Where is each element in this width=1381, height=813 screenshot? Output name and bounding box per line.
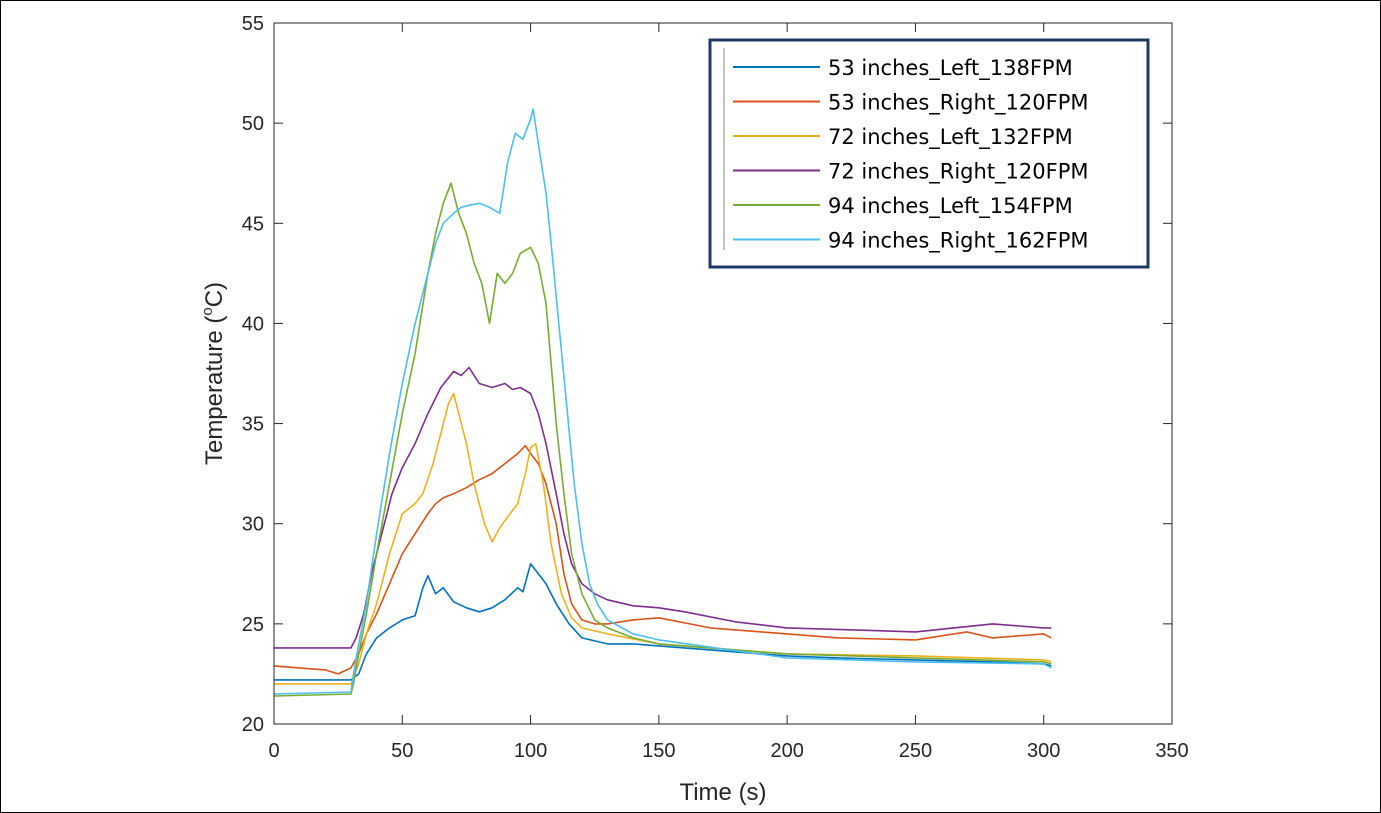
legend-label-1: 53 inches_Left_138FPM: [828, 56, 1073, 81]
y-tick-label: 35: [242, 414, 264, 436]
axes-box: [273, 22, 1173, 725]
axes: [273, 22, 1173, 725]
series-line-4: [274, 366, 1052, 649]
series-line-2: [273, 444, 1052, 675]
y-axis-label: Temperature (oC): [199, 282, 228, 465]
legend-label-6: 94 inches_Right_162FPM: [828, 229, 1089, 254]
y-axis-label-prefix: Temperature (: [201, 316, 228, 465]
series-lines: [273, 108, 1052, 697]
legend-box: [708, 38, 1150, 269]
x-tick-label: 250: [899, 740, 932, 762]
series-line-3: [274, 392, 1052, 685]
legend-label-5: 94 inches_Left_154FPM: [828, 194, 1073, 219]
x-tick-label: 150: [642, 740, 675, 762]
series-line-1: [274, 562, 1052, 681]
y-tick-label: 40: [242, 313, 264, 335]
y-axis-label-superscript: o: [199, 307, 216, 315]
x-axis-label: Time (s): [679, 779, 766, 806]
y-tick-label: 25: [242, 614, 264, 636]
tick-labels: 0 50 100 150 200 250 300 350 20 25 30 35 40 45 50 55: [242, 13, 1189, 762]
legend-label-3: 72 inches_Left_132FPM: [828, 125, 1073, 150]
x-tick-label: 0: [268, 740, 279, 762]
legend-label-2: 53 inches_Right_120FPM: [828, 91, 1089, 116]
x-tick-label: 300: [1027, 740, 1060, 762]
x-tick-label: 50: [391, 740, 413, 762]
series-line-5: [273, 182, 1052, 697]
legend: 53 inches_Left_138FPM 53 inches_Right_120…: [708, 38, 1150, 269]
y-tick-label: 20: [242, 714, 264, 736]
y-tick-label: 50: [242, 113, 264, 135]
x-tick-label: 100: [514, 740, 547, 762]
series-line-6: [273, 108, 1052, 695]
y-tick-label: 30: [242, 514, 264, 536]
y-tick-label: 55: [242, 13, 264, 35]
y-axis-label-suffix: C): [201, 282, 228, 307]
legend-label-4: 72 inches_Right_120FPM: [828, 160, 1089, 185]
x-tick-label: 350: [1155, 740, 1188, 762]
x-tick-label: 200: [770, 740, 803, 762]
y-tick-label: 45: [242, 213, 264, 235]
